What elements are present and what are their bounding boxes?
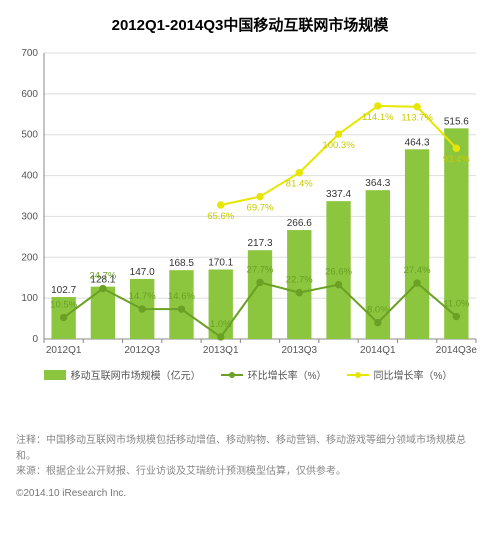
svg-text:300: 300 bbox=[21, 211, 38, 222]
legend-item-line0: 环比增长率（%） bbox=[221, 367, 327, 382]
svg-text:27.4%: 27.4% bbox=[404, 265, 431, 276]
svg-text:22.7%: 22.7% bbox=[286, 275, 313, 286]
chart-title: 2012Q1-2014Q3中国移动互联网市场规模 bbox=[0, 0, 500, 43]
svg-text:81.4%: 81.4% bbox=[286, 179, 313, 190]
svg-text:24.7%: 24.7% bbox=[89, 271, 116, 282]
svg-text:14.6%: 14.6% bbox=[168, 291, 195, 302]
chart-page: { "title": "2012Q1-2014Q3中国移动互联网市场规模", "… bbox=[0, 0, 500, 539]
svg-text:464.3: 464.3 bbox=[405, 137, 430, 148]
svg-text:14.7%: 14.7% bbox=[129, 291, 156, 302]
svg-text:102.7: 102.7 bbox=[51, 285, 76, 296]
notes: 注释：中国移动互联网市场规模包括移动增值、移动购物、移动营销、移动游戏等细分领域… bbox=[0, 423, 500, 480]
svg-text:11.0%: 11.0% bbox=[443, 299, 470, 310]
svg-text:100: 100 bbox=[21, 293, 38, 304]
svg-text:515.6: 515.6 bbox=[444, 116, 469, 127]
svg-text:2013Q1: 2013Q1 bbox=[203, 345, 239, 356]
legend-label-line1: 同比增长率（%） bbox=[374, 367, 453, 382]
svg-text:27.7%: 27.7% bbox=[247, 264, 274, 275]
svg-text:266.6: 266.6 bbox=[287, 218, 312, 229]
legend-swatch-line1 bbox=[347, 370, 369, 380]
svg-text:2014Q1: 2014Q1 bbox=[360, 345, 396, 356]
svg-text:364.3: 364.3 bbox=[365, 178, 390, 189]
svg-text:337.4: 337.4 bbox=[326, 189, 351, 200]
svg-text:168.5: 168.5 bbox=[169, 258, 194, 269]
legend-swatch-line0 bbox=[221, 370, 243, 380]
svg-text:65.6%: 65.6% bbox=[207, 211, 234, 222]
svg-text:700: 700 bbox=[21, 48, 38, 59]
svg-text:2014Q3e: 2014Q3e bbox=[436, 345, 478, 356]
legend-item-line1: 同比增长率（%） bbox=[347, 367, 453, 382]
chart-area: 0100200300400500600700102.7128.1147.0168… bbox=[10, 43, 486, 423]
svg-text:8.0%: 8.0% bbox=[367, 305, 389, 316]
bar bbox=[366, 190, 390, 339]
svg-text:0: 0 bbox=[32, 334, 38, 345]
svg-text:217.3: 217.3 bbox=[247, 238, 272, 249]
svg-text:113.7%: 113.7% bbox=[401, 113, 433, 124]
svg-text:2012Q3: 2012Q3 bbox=[124, 345, 160, 356]
svg-text:93.4%: 93.4% bbox=[443, 154, 470, 165]
note-line-1: 注释：中国移动互联网市场规模包括移动增值、移动购物、移动营销、移动游戏等细分领域… bbox=[16, 433, 484, 464]
bar bbox=[169, 270, 193, 339]
svg-text:400: 400 bbox=[21, 171, 38, 182]
legend-label-line0: 环比增长率（%） bbox=[248, 367, 327, 382]
legend-swatch-bar bbox=[44, 370, 66, 380]
svg-text:147.0: 147.0 bbox=[130, 267, 155, 278]
legend-label-bar: 移动互联网市场规模（亿元） bbox=[71, 367, 201, 382]
bar bbox=[405, 149, 429, 339]
legend: 移动互联网市场规模（亿元） 环比增长率（%） 同比增长率（%） bbox=[10, 367, 486, 382]
legend-item-bar: 移动互联网市场规模（亿元） bbox=[44, 367, 201, 382]
note-line-2: 来源：根据企业公开财报、行业访谈及艾瑞统计预测模型估算，仅供参考。 bbox=[16, 464, 484, 480]
svg-text:200: 200 bbox=[21, 252, 38, 263]
svg-text:26.6%: 26.6% bbox=[325, 267, 352, 278]
svg-text:1.0%: 1.0% bbox=[210, 319, 232, 330]
svg-text:2013Q3: 2013Q3 bbox=[281, 345, 317, 356]
svg-text:10.5%: 10.5% bbox=[50, 300, 77, 311]
copyright: ©2014.10 iResearch Inc. bbox=[0, 480, 500, 499]
svg-text:114.1%: 114.1% bbox=[362, 112, 394, 123]
svg-text:170.1: 170.1 bbox=[208, 258, 233, 269]
svg-text:100.3%: 100.3% bbox=[322, 140, 355, 151]
svg-text:2012Q1: 2012Q1 bbox=[46, 345, 82, 356]
svg-text:69.7%: 69.7% bbox=[247, 203, 274, 214]
chart-svg: 0100200300400500600700102.7128.1147.0168… bbox=[10, 43, 486, 365]
svg-text:600: 600 bbox=[21, 89, 38, 100]
svg-text:500: 500 bbox=[21, 130, 38, 141]
